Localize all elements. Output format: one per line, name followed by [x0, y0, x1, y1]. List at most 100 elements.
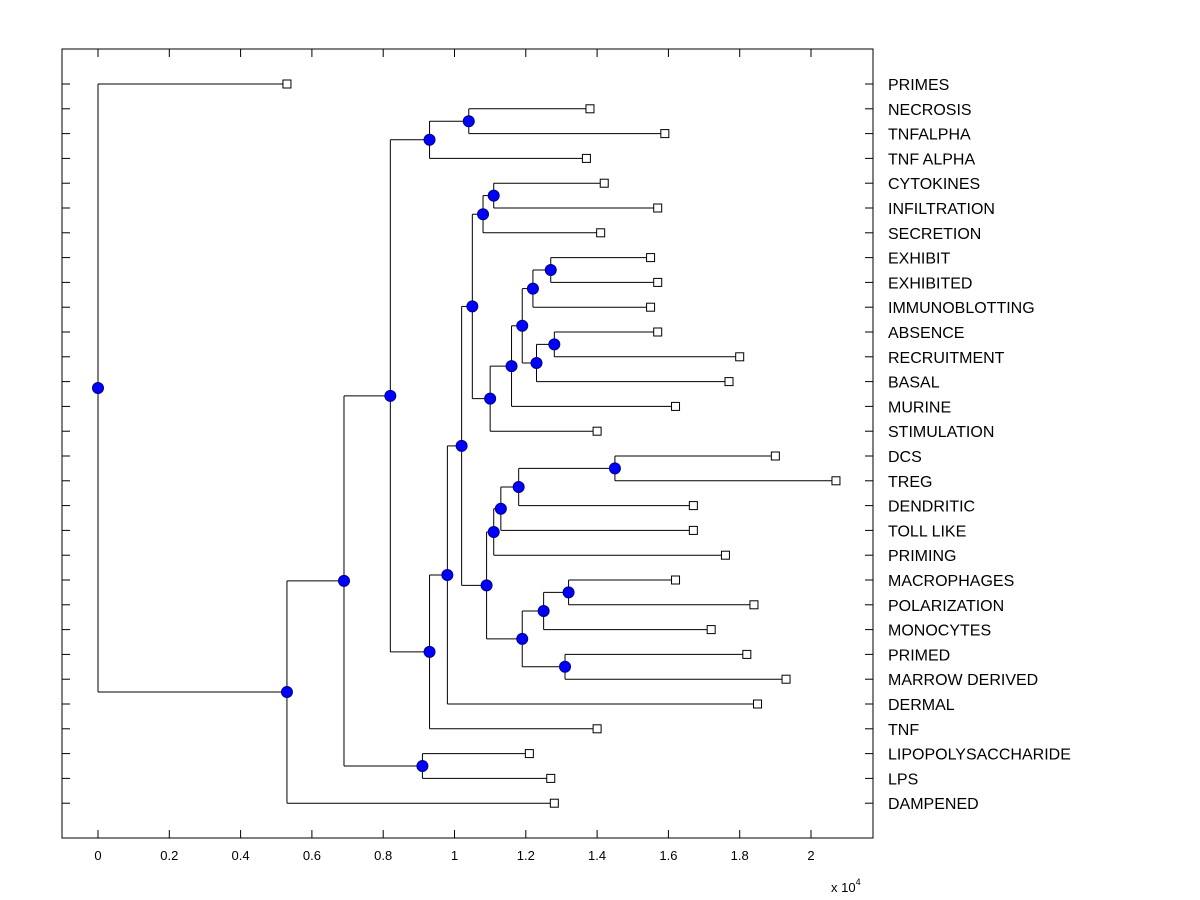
leaf-label: TREG [888, 474, 932, 491]
x-tick-label: 0.6 [303, 848, 321, 863]
x-multiplier-exponent: 4 [856, 877, 861, 887]
y-axis-ticks [62, 83, 873, 804]
leaf-marker [581, 153, 591, 163]
cluster-node [505, 360, 518, 373]
cluster-node [516, 319, 529, 332]
cluster-node [562, 586, 575, 599]
leaf-marker [653, 203, 663, 213]
cluster-node [423, 133, 436, 146]
leaf-marker [671, 401, 681, 411]
leaf-label: MONOCYTES [888, 623, 991, 640]
leaf-marker [720, 550, 730, 560]
leaf-marker [592, 426, 602, 436]
leaf-label: DAMPENED [888, 796, 979, 813]
leaf-label: TNFALPHA [888, 127, 971, 144]
leaf-marker [596, 228, 606, 238]
leaf-label: PRIMES [888, 77, 949, 94]
leaf-marker [524, 749, 534, 759]
leaf-label: POLARIZATION [888, 598, 1004, 615]
leaf-marker [546, 773, 556, 783]
cluster-node [544, 264, 557, 276]
leaf-label: LPS [888, 771, 918, 788]
x-axis-tick-labels: 0 0.2 0.4 0.6 0.8 1 1.2 1.4 1.6 1.8 2 [94, 848, 814, 863]
dendrogram-leaves [282, 79, 841, 808]
leaf-label: STIMULATION [888, 424, 994, 441]
leaf-label: CYTOKINES [888, 176, 980, 193]
cluster-node [477, 208, 490, 221]
leaf-marker [724, 377, 734, 387]
leaf-marker [549, 798, 559, 808]
cluster-node [455, 439, 468, 452]
leaf-label: TNF [888, 722, 919, 739]
leaf-label: SECRETION [888, 226, 981, 243]
cluster-node [466, 300, 479, 313]
leaf-label: DERMAL [888, 697, 955, 714]
leaf-label: EXHIBIT [888, 251, 950, 268]
leaf-marker [688, 525, 698, 535]
cluster-node [480, 579, 493, 592]
x-tick-label: 0 [94, 848, 101, 863]
leaf-label: IMMUNOBLOTTING [888, 300, 1035, 317]
x-tick-label: 0.8 [374, 848, 392, 863]
cluster-node [537, 605, 550, 617]
x-multiplier-base: x 10 [831, 880, 856, 895]
cluster-node [487, 189, 500, 202]
cluster-node [462, 115, 475, 128]
cluster-node [512, 481, 525, 493]
leaf-marker [282, 79, 292, 89]
x-tick-label: 1.6 [659, 848, 677, 863]
leaf-labels: PRIMES NECROSIS TNFALPHA TNF ALPHA CYTOKINES… [888, 77, 1071, 813]
cluster-node [548, 338, 561, 351]
leaf-marker [671, 575, 681, 585]
x-axis-ticks [97, 49, 812, 838]
leaf-label: EXHIBITED [888, 275, 972, 292]
leaf-label: TNF ALPHA [888, 151, 975, 168]
leaf-label: MARROW DERIVED [888, 672, 1038, 689]
cluster-node [441, 568, 454, 581]
leaf-label: MACROPHAGES [888, 573, 1014, 590]
leaf-marker [653, 277, 663, 287]
leaf-marker [781, 674, 791, 684]
leaf-marker [599, 178, 609, 188]
x-tick-label: 1.8 [731, 848, 749, 863]
cluster-node [559, 660, 572, 673]
leaf-label: PRIMING [888, 548, 956, 565]
cluster-node [516, 632, 529, 645]
x-tick-label: 1.2 [517, 848, 535, 863]
cluster-node [608, 462, 621, 475]
cluster-node [337, 574, 350, 587]
leaf-label: NECROSIS [888, 102, 972, 119]
leaf-label: BASAL [888, 375, 940, 392]
leaf-label: PRIMED [888, 647, 950, 664]
leaf-marker [742, 649, 752, 659]
leaf-marker [749, 600, 759, 610]
cluster-node [384, 389, 397, 402]
leaf-label: TOLL LIKE [888, 523, 966, 540]
x-tick-label: 1.4 [588, 848, 606, 863]
cluster-node [92, 382, 104, 395]
x-tick-label: 1 [451, 848, 458, 863]
leaf-label: RECRUITMENT [888, 350, 1005, 367]
leaf-marker [688, 501, 698, 511]
leaf-label: DENDRITIC [888, 499, 975, 516]
leaf-label: INFILTRATION [888, 201, 995, 218]
leaf-marker [646, 253, 656, 263]
dendrogram-nodes [92, 115, 621, 772]
x-tick-label: 0.2 [160, 848, 178, 863]
cluster-node [494, 502, 507, 515]
leaf-marker [706, 625, 716, 635]
leaf-marker [653, 327, 663, 337]
cluster-node [530, 357, 543, 369]
leaf-marker [592, 724, 602, 734]
cluster-node [487, 525, 500, 538]
leaf-label: ABSENCE [888, 325, 964, 342]
leaf-marker [660, 129, 670, 139]
cluster-node [423, 645, 436, 658]
x-multiplier-label: x 104 [831, 877, 861, 895]
leaf-marker [646, 302, 656, 312]
cluster-node [484, 392, 497, 405]
leaf-label: LIPOPOLYSACCHARIDE [888, 747, 1071, 764]
leaf-label: DCS [888, 449, 922, 466]
leaf-marker [753, 699, 763, 709]
